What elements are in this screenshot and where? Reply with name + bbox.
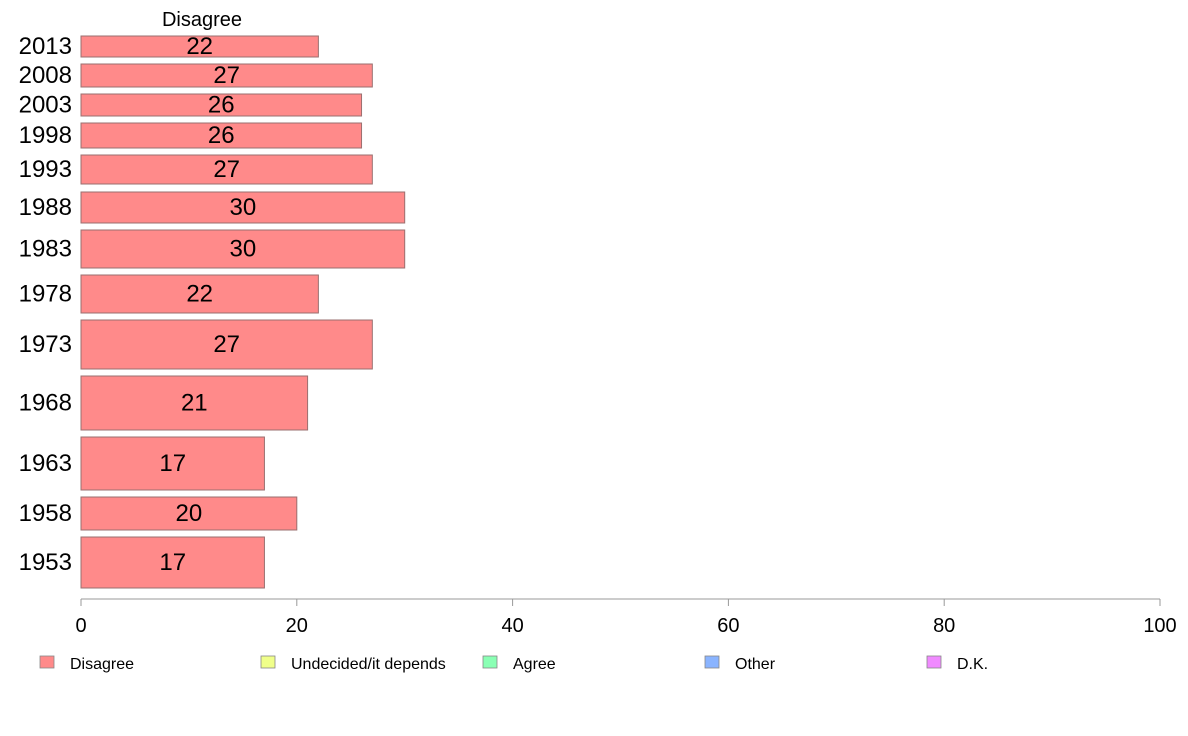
- x-tick-label-100: 100: [1143, 615, 1176, 637]
- bar-1973: [80, 319, 373, 370]
- year-label-2013: 2013: [19, 33, 72, 60]
- x-tick-label-80: 80: [933, 615, 955, 637]
- value-label-2003: 26: [208, 92, 235, 119]
- year-label-1978: 1978: [19, 281, 72, 308]
- bar-1993: [80, 154, 373, 185]
- legend-swatch-1: [260, 655, 276, 669]
- legend: Disagree Undecided/it depends Agree Other D.…: [39, 655, 988, 673]
- legend-label-1: Undecided/it depends: [291, 656, 446, 673]
- bar-1978: [80, 274, 319, 314]
- legend-swatch-4: [926, 655, 942, 669]
- bar-2003: [80, 93, 363, 117]
- year-label-1968: 1968: [19, 390, 72, 417]
- value-label-1978: 22: [186, 281, 213, 308]
- bar-2013: [80, 35, 319, 58]
- value-label-1993: 27: [213, 156, 240, 183]
- bars-group: 2013 22 2008 27 2003 26 1998 26 1993 27 1988 30 1983…: [19, 33, 406, 589]
- year-label-1963: 1963: [19, 450, 72, 477]
- x-tick-label-40: 40: [501, 615, 523, 637]
- year-label-1973: 1973: [19, 331, 72, 358]
- value-label-1988: 30: [229, 194, 256, 221]
- year-label-1958: 1958: [19, 500, 72, 527]
- value-label-2013: 22: [186, 33, 213, 60]
- year-label-1983: 1983: [19, 236, 72, 263]
- year-label-1998: 1998: [19, 122, 72, 149]
- legend-label-2: Agree: [513, 656, 556, 673]
- legend-label-3: Other: [735, 656, 776, 673]
- bar-1968: [80, 375, 309, 431]
- x-axis: 0 20 40 60 80 100: [75, 598, 1177, 637]
- x-tick-label-60: 60: [717, 615, 739, 637]
- value-label-1998: 26: [208, 122, 235, 149]
- value-label-1973: 27: [213, 331, 240, 358]
- bar-1998: [80, 122, 363, 149]
- value-label-1953: 17: [159, 549, 186, 576]
- year-label-2008: 2008: [19, 62, 72, 89]
- legend-label-0: Disagree: [70, 656, 134, 673]
- year-label-1953: 1953: [19, 549, 72, 576]
- year-label-2003: 2003: [19, 92, 72, 119]
- x-tick-label-0: 0: [75, 615, 86, 637]
- year-label-1993: 1993: [19, 156, 72, 183]
- bar-1983: [80, 229, 406, 269]
- legend-swatch-0: [39, 655, 55, 669]
- value-label-2008: 27: [213, 62, 240, 89]
- legend-swatch-3: [704, 655, 720, 669]
- value-label-1983: 30: [229, 236, 256, 263]
- value-label-1968: 21: [181, 390, 208, 417]
- bar-1958: [80, 496, 298, 531]
- legend-swatch-2: [482, 655, 498, 669]
- year-label-1988: 1988: [19, 194, 72, 221]
- bar-1988: [80, 191, 406, 224]
- value-label-1963: 17: [159, 450, 186, 477]
- value-label-1958: 20: [176, 500, 203, 527]
- bar-1953: [80, 536, 265, 589]
- bar-2008: [80, 63, 373, 88]
- legend-label-4: D.K.: [957, 656, 988, 673]
- bar-1963: [80, 436, 265, 491]
- series-title: Disagree: [162, 9, 242, 31]
- x-tick-label-20: 20: [286, 615, 308, 637]
